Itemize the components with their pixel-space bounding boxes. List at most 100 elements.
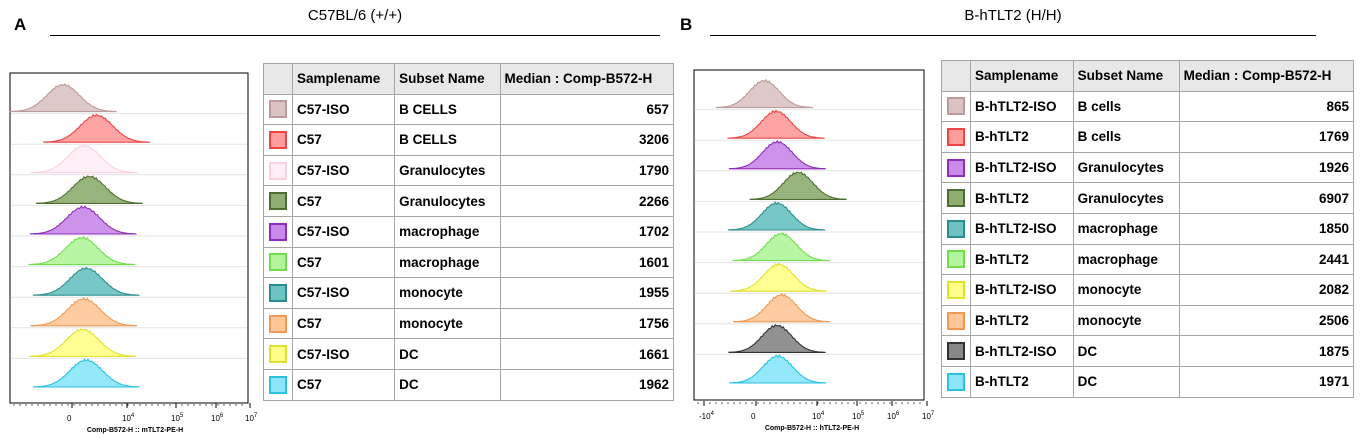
x-tick-label: 0 [67,414,72,423]
subset-cell: Granulocytes [1072,151,1180,184]
median-cell: 865 [1178,90,1355,123]
median-cell: 1962 [499,368,675,401]
histogram-c57-iso-monocyte [32,266,140,296]
panel-title: B-hTLT2 (H/H) [964,7,1062,24]
subset-cell: DC [394,368,501,401]
color-swatch [947,372,965,391]
samplename-cell: C57-ISO [291,93,396,126]
histogram-b-htlt2-macrophage [732,232,831,262]
subset-cell: macrophage [394,215,501,248]
samplename-cell: B-hTLT2 [970,243,1074,276]
color-swatch [947,97,965,116]
histogram-c57-iso-macrophage [29,205,137,235]
subset-cell: macrophage [1072,243,1180,276]
color-swatch [947,311,965,330]
table-row: C57-ISO DC 1661 [263,338,675,370]
table-header-row: Samplename Subset Name Median : Comp-B57… [941,60,1355,92]
histogram-c57-iso-granulocytes [30,144,138,174]
samplename-cell: C57 [291,124,396,156]
color-swatch [947,127,965,146]
median-cell: 657 [499,93,675,126]
table-row: B-hTLT2-ISO DC 1875 [941,335,1355,367]
samplename-cell: B-hTLT2 [970,121,1074,153]
median-cell: 1926 [1178,151,1355,184]
column-header-median: Median : Comp-B572-H [1178,60,1355,92]
median-cell: 2266 [499,185,675,217]
median-cell: 6907 [1178,182,1355,214]
samplename-cell: B-hTLT2-ISO [970,212,1074,245]
table-row: B-hTLT2 DC 1971 [941,365,1355,398]
swatch-cell [263,93,293,126]
title-underline [50,35,660,36]
swatch-cell [941,274,971,306]
table-row: C57-ISO monocyte 1955 [263,277,675,309]
x-tick-label: 105 [171,413,184,423]
subset-cell: DC [394,338,501,370]
histogram-c57-iso-b-cells [9,83,117,113]
histogram-c57-b-cells [42,113,151,143]
color-swatch [947,250,965,269]
subset-cell: B CELLS [394,93,501,126]
subset-cell: macrophage [1072,212,1180,245]
median-cell: 1769 [1178,121,1355,153]
table-row: C57-ISO macrophage 1702 [263,215,675,248]
column-header-samplename: Samplename [291,63,396,95]
x-tick-label: 106 [211,413,224,423]
swatch-cell [941,304,971,337]
color-swatch [269,283,287,302]
color-swatch [947,219,965,238]
subset-cell: Granulocytes [1072,182,1180,214]
x-tick-label: 105 [852,411,865,421]
swatch-cell [263,215,293,248]
swatch-header [263,63,293,95]
panel-b: B B-hTLT2 (H/H) -104 0 104 105 106 107 Comp-B5… [680,0,1360,439]
x-tick-label: 107 [245,413,258,423]
samplename-cell: C57 [291,368,396,401]
column-header-median: Median : Comp-B572-H [499,63,675,95]
histogram-c57-monocyte [30,297,138,327]
subset-cell: Granulocytes [394,154,501,187]
swatch-cell [941,335,971,367]
samplename-cell: C57 [291,185,396,217]
samplename-cell: B-hTLT2-ISO [970,274,1074,306]
samplename-cell: B-hTLT2-ISO [970,151,1074,184]
samplename-cell: B-hTLT2 [970,304,1074,337]
table-row: C57 DC 1962 [263,368,675,401]
table-row: B-hTLT2-ISO Granulocytes 1926 [941,151,1355,184]
panel-title: C57BL/6 (+/+) [307,7,403,24]
color-swatch [947,189,965,208]
median-cell: 3206 [499,124,675,156]
color-swatch [947,158,965,177]
samplename-cell: C57-ISO [291,215,396,248]
x-tick-label: 104 [812,411,825,421]
subset-cell: DC [1072,365,1180,398]
x-axis-label: Comp-B572-H :: hTLT2-PE-H [765,425,859,432]
statistics-table: Samplename Subset Name Median : Comp-B57… [263,63,675,401]
swatch-cell [941,151,971,184]
table-row: B-hTLT2 Granulocytes 6907 [941,182,1355,214]
swatch-cell [263,277,293,309]
samplename-cell: C57 [291,307,396,340]
swatch-cell [263,307,293,340]
histogram-b-htlt2-iso-dc [728,324,826,353]
table-row: B-hTLT2-ISO macrophage 1850 [941,212,1355,245]
table-row: C57 monocyte 1756 [263,307,675,340]
swatch-cell [941,121,971,153]
subset-cell: B cells [1072,121,1180,153]
median-cell: 1601 [499,246,675,279]
subset-cell: B CELLS [394,124,501,156]
plot-frame [693,69,925,401]
table-row: B-hTLT2-ISO monocyte 2082 [941,274,1355,306]
table-row: B-hTLT2 monocyte 2506 [941,304,1355,337]
x-tick-label: 106 [887,411,900,421]
color-swatch [269,253,287,272]
subset-cell: Granulocytes [394,185,501,217]
swatch-cell [263,185,293,217]
samplename-cell: C57 [291,246,396,279]
title-underline [710,35,1316,36]
table-row: C57-ISO B CELLS 657 [263,93,675,126]
column-header-subset: Subset Name [394,63,501,95]
swatch-cell [263,154,293,187]
median-cell: 1850 [1178,212,1355,245]
samplename-cell: C57-ISO [291,154,396,187]
